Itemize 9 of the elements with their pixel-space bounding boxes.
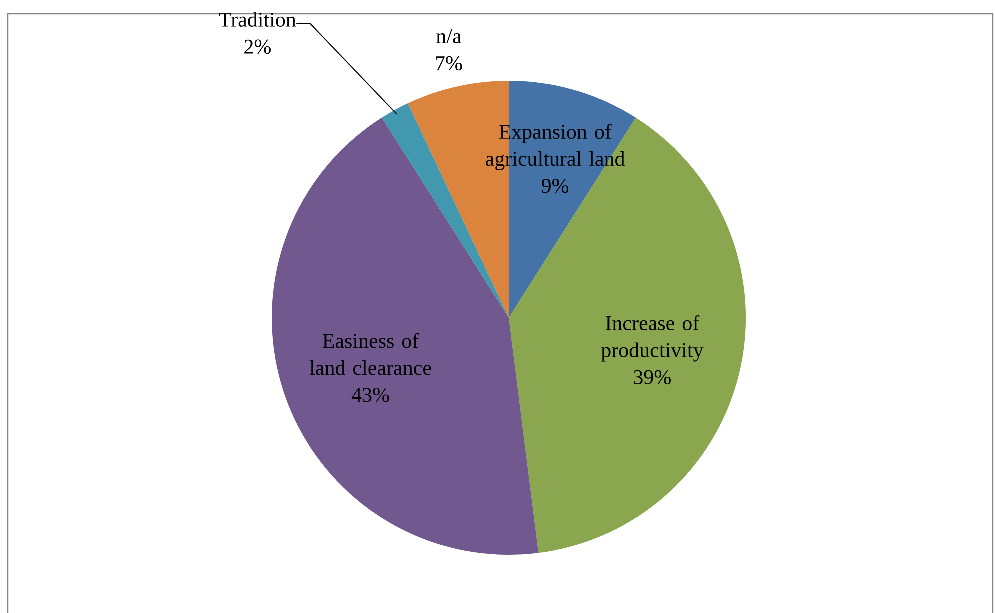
slice-label: Tradition bbox=[219, 12, 296, 27]
data-label: 2% bbox=[244, 40, 271, 54]
data-label: 43% bbox=[352, 388, 390, 402]
data-label: 9% bbox=[542, 178, 569, 194]
data-label: 7% bbox=[436, 56, 462, 71]
data-label: 39% bbox=[634, 370, 671, 385]
slice-label: n/a bbox=[436, 29, 462, 44]
slice-label: Increase of productivity bbox=[601, 316, 704, 362]
slice-label: Easiness of land clearance bbox=[310, 333, 432, 376]
